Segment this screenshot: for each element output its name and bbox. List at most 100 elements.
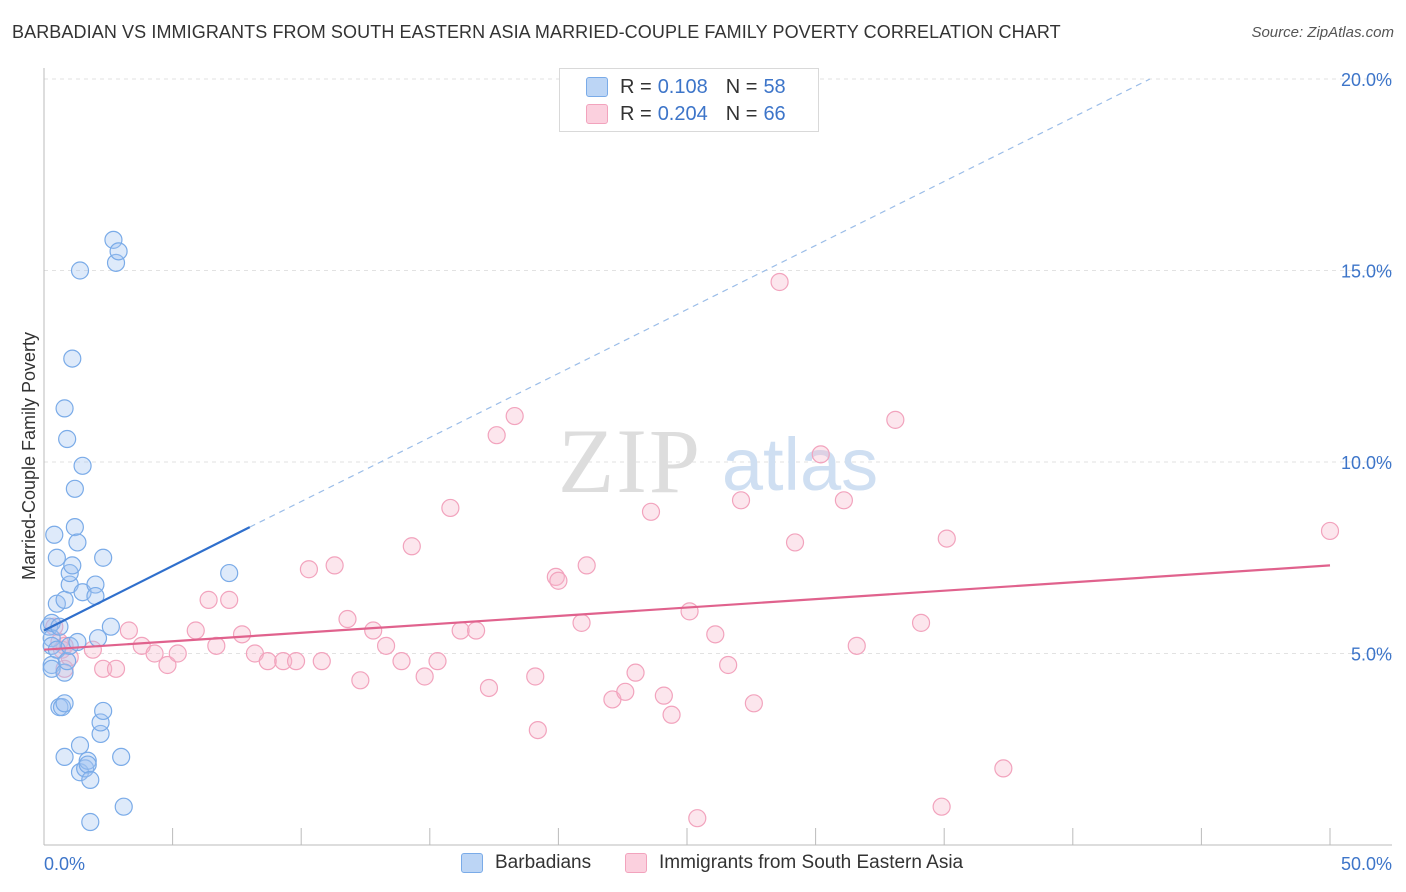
sea-point <box>744 694 763 713</box>
barbadian-point <box>109 242 128 261</box>
sea-point <box>731 491 751 510</box>
sea-point <box>719 655 738 675</box>
sea-point <box>451 621 470 640</box>
barbadian-point <box>70 736 90 755</box>
barbadian-point <box>70 261 90 280</box>
series-legend: Barbadians Immigrants from South Eastern… <box>0 852 1406 878</box>
barbadian-point <box>45 525 64 544</box>
chart-title: BARBADIAN VS IMMIGRANTS FROM SOUTH EASTE… <box>12 22 1061 42</box>
barbadian-point <box>106 253 126 272</box>
barbadian-point <box>63 556 82 575</box>
x-tick-label: 0.0% <box>44 854 85 874</box>
sea-point <box>286 652 306 671</box>
sea-point <box>834 491 853 510</box>
sea-trend-line <box>43 564 1331 651</box>
legend-swatch-sea <box>586 104 608 124</box>
sea-point <box>1320 521 1340 541</box>
legend-n-label: N = <box>725 75 758 98</box>
sea-point <box>274 652 293 671</box>
legend-r-label: R = <box>620 75 652 98</box>
y-tick-labels: 5.0% 10.0% 15.0% 20.0% <box>1341 70 1392 665</box>
sea-point <box>662 705 681 724</box>
sea-point <box>785 533 805 552</box>
sea-point <box>688 809 707 828</box>
barbadian-point <box>81 812 100 832</box>
sea-point <box>220 590 239 609</box>
sea-point <box>258 652 277 671</box>
sea-point <box>572 613 591 632</box>
sea-point <box>932 797 951 816</box>
barbadian-point <box>101 617 120 636</box>
sea-point <box>94 659 113 678</box>
legend-swatch-sea <box>625 853 647 873</box>
barbadian-point <box>91 713 110 732</box>
barbadian-point <box>114 797 133 816</box>
legend-swatch-barbadians <box>461 853 483 873</box>
sea-point <box>505 406 524 426</box>
y-tick-label: 20.0% <box>1341 70 1392 90</box>
sea-point <box>168 644 187 663</box>
barbadian-point <box>104 230 123 249</box>
legend-n-label: N = <box>725 102 758 125</box>
sea-point <box>577 556 596 575</box>
chart-source: Source: ZipAtlas.com <box>1251 24 1394 41</box>
y-axis-label: Married-Couple Family Poverty <box>19 332 39 580</box>
y-tick-label: 10.0% <box>1341 453 1392 473</box>
sea-point <box>641 502 661 521</box>
legend-row-barbadians: R = 0.108 N = 58 <box>586 75 786 99</box>
series-sea-points <box>45 272 1340 828</box>
gridlines <box>44 78 1392 654</box>
barbadian-point <box>78 751 97 770</box>
sea-point <box>654 686 673 705</box>
barbadian-point <box>112 747 131 767</box>
sea-point <box>466 621 486 640</box>
sea-point <box>441 498 460 518</box>
legend-label-sea: Immigrants from South Eastern Asia <box>659 852 964 873</box>
trend-lines <box>43 78 1331 651</box>
sea-point <box>479 678 499 698</box>
y-tick-label: 5.0% <box>1351 645 1392 665</box>
sea-point <box>626 663 645 682</box>
barbadian-point <box>94 701 113 721</box>
legend-r-value: 0.204 <box>657 102 708 125</box>
legend-n-value: 58 <box>763 75 786 98</box>
barbadian-point <box>55 694 74 713</box>
sea-point <box>811 445 830 464</box>
legend-r-label: R = <box>620 102 652 125</box>
sea-point <box>119 621 138 640</box>
sea-point <box>911 613 931 632</box>
barbadian-point <box>58 429 77 449</box>
sea-point <box>364 621 383 640</box>
barbadian-point <box>47 548 66 567</box>
barbadian-point <box>78 755 97 774</box>
watermark: ZIP atlas <box>558 410 878 512</box>
sea-point <box>616 682 635 701</box>
barbadian-point <box>81 770 100 789</box>
barbadian-point <box>55 663 74 682</box>
barbadian-point <box>58 652 77 671</box>
sea-point <box>338 609 357 629</box>
barbadian-point <box>220 563 239 583</box>
sea-point <box>937 529 956 548</box>
sea-point <box>847 636 866 655</box>
x-tick-labels: 0.0% 50.0% <box>44 854 1392 874</box>
sea-point <box>994 759 1013 778</box>
sea-point <box>145 644 164 663</box>
sea-point <box>312 652 331 671</box>
sea-point <box>351 671 370 690</box>
barbadian-point <box>55 747 74 767</box>
legend-swatch-barbadians <box>586 77 608 97</box>
x-tick-label: 50.0% <box>1341 854 1392 874</box>
sea-point <box>207 636 226 655</box>
sea-point <box>186 621 205 640</box>
watermark-atlas: atlas <box>722 423 878 506</box>
sea-point <box>199 590 218 609</box>
sea-point <box>706 625 725 644</box>
sea-point <box>392 652 411 671</box>
watermark-zip: ZIP <box>558 410 702 512</box>
sea-point <box>428 652 447 671</box>
barbadian-point <box>68 533 87 552</box>
sea-point <box>106 659 126 678</box>
legend-r-value: 0.108 <box>657 75 708 98</box>
